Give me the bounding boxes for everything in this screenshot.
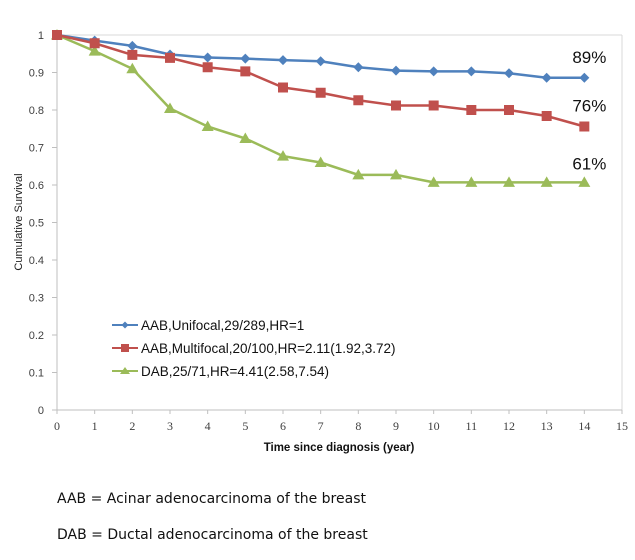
series-diamond (52, 30, 590, 83)
data-point-diamond (278, 55, 288, 66)
y-tick-label: 0.2 (29, 330, 44, 342)
data-point-diamond (315, 56, 326, 67)
data-point-triangle (578, 176, 591, 187)
legend-item: AAB,Multifocal,20/100,HR=2.11(1.92,3.72) (112, 341, 396, 356)
x-axis: 0 1 2 3 4 5 6 7 8 9 10 11 12 13 14 15 (54, 410, 628, 433)
data-point-square (121, 344, 129, 352)
x-tick-label: 1 (92, 419, 98, 433)
data-point-diamond (541, 72, 552, 83)
data-point-triangle (390, 168, 402, 180)
end-label: 61% (572, 154, 606, 173)
data-point-triangle (503, 176, 515, 187)
legend-label: AAB,Multifocal,20/100,HR=2.11(1.92,3.72) (141, 341, 396, 356)
data-point-square (428, 100, 439, 111)
series-square (52, 30, 590, 132)
x-tick-label: 8 (355, 419, 361, 433)
data-point-square (541, 111, 552, 121)
x-tick-label: 0 (54, 419, 60, 433)
data-point-diamond (121, 321, 129, 329)
data-point-square (278, 82, 288, 93)
y-tick-label: 0.1 (29, 368, 44, 380)
data-point-diamond (240, 53, 251, 64)
y-tick-label: 0.4 (29, 255, 44, 267)
data-point-triangle (164, 102, 176, 113)
x-tick-label: 14 (578, 419, 590, 433)
legend-label: AAB,Unifocal,29/289,HR=1 (141, 318, 304, 333)
y-tick-label: 1 (38, 30, 44, 42)
data-point-diamond (391, 65, 401, 76)
data-point-diamond (504, 68, 514, 79)
data-point-square (579, 121, 590, 132)
series-layer: 89% 76% 61% (51, 29, 606, 187)
note-aab: AAB = Acinar adenocarcinoma of the breas… (57, 491, 366, 507)
legend-item: DAB,25/71,HR=4.41(2.58,7.54) (112, 364, 329, 379)
legend-label: DAB,25/71,HR=4.41(2.58,7.54) (141, 364, 329, 379)
x-axis-title: Time since diagnosis (year) (264, 442, 415, 454)
data-point-triangle (465, 176, 478, 187)
data-point-square (165, 52, 175, 63)
data-point-square (52, 30, 62, 40)
x-tick-label: 3 (167, 419, 173, 433)
data-point-triangle (239, 132, 252, 143)
data-point-square (89, 38, 100, 49)
data-point-diamond (428, 66, 439, 77)
y-tick-label: 0.9 (29, 68, 44, 80)
data-point-square (391, 100, 401, 111)
end-label: 76% (572, 97, 606, 116)
data-point-diamond (353, 62, 364, 73)
data-point-square (315, 87, 326, 98)
y-tick-label: 0.5 (29, 218, 44, 230)
x-tick-label: 4 (205, 419, 211, 433)
y-tick-label: 0.6 (29, 180, 44, 192)
data-point-diamond (202, 52, 213, 63)
x-tick-label: 15 (616, 419, 628, 433)
y-tick-label: 0.7 (29, 143, 44, 155)
legend-item: AAB,Unifocal,29/289,HR=1 (112, 318, 304, 333)
x-tick-label: 11 (466, 419, 478, 433)
abbreviation-notes: AAB = Acinar adenocarcinoma of the breas… (57, 488, 368, 560)
x-tick-label: 13 (541, 419, 553, 433)
x-tick-label: 9 (393, 419, 399, 433)
x-tick-label: 12 (503, 419, 515, 433)
y-axis: 0 0.1 0.2 0.3 0.4 0.5 0.6 0.7 0.8 0.9 1 (29, 30, 57, 417)
data-point-triangle (352, 168, 365, 180)
y-tick-label: 0.8 (29, 105, 44, 117)
data-point-diamond (466, 66, 477, 77)
data-point-triangle (201, 120, 214, 131)
data-point-triangle (88, 45, 101, 56)
data-point-triangle (314, 156, 327, 167)
data-point-square (240, 66, 251, 77)
data-point-triangle (120, 367, 130, 374)
y-tick-label: 0 (38, 405, 44, 417)
data-point-triangle (540, 176, 553, 187)
x-tick-label: 6 (280, 419, 286, 433)
series-triangle (51, 29, 591, 187)
note-dab: DAB = Ductal adenocarcinoma of the breas… (57, 527, 368, 543)
data-point-square (127, 49, 138, 60)
data-point-square (504, 105, 514, 115)
data-point-triangle (427, 176, 440, 187)
data-point-triangle (126, 62, 139, 74)
end-label: 89% (572, 48, 606, 67)
data-point-diamond (127, 40, 138, 51)
data-point-square (202, 62, 213, 73)
data-point-square (466, 105, 477, 115)
data-point-square (353, 95, 364, 106)
data-point-diamond (579, 72, 590, 83)
x-tick-label: 5 (242, 419, 248, 433)
data-point-triangle (277, 150, 289, 161)
x-tick-label: 10 (428, 419, 440, 433)
y-axis-title: Cumulative Survival (13, 173, 25, 270)
x-tick-label: 2 (129, 419, 135, 433)
y-tick-label: 0.3 (29, 293, 44, 305)
legend: AAB,Unifocal,29/289,HR=1 AAB,Multifocal,2… (112, 318, 396, 379)
x-tick-label: 7 (318, 419, 324, 433)
